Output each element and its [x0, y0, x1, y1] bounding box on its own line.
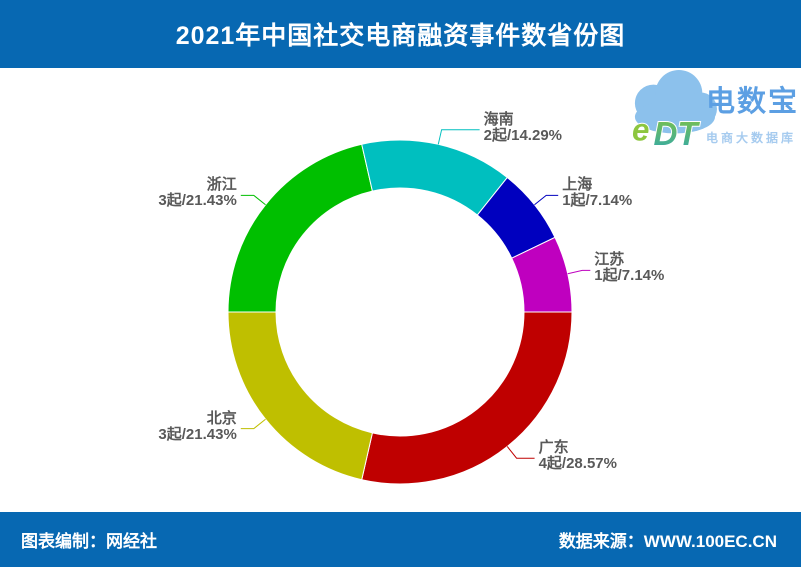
pie-label-value: 1起/7.14%: [562, 192, 633, 210]
pie-segment-jiangsu: [511, 236, 573, 313]
cloud-shape: [634, 69, 717, 134]
pie-label-zhejiang: 浙江 3起/21.43%: [87, 176, 237, 210]
logo-subtitle: 电商大数据库: [706, 131, 797, 145]
pie-label-guangdong: 广东 4起/28.57%: [539, 440, 617, 472]
pie-label-value: 3起/21.43%: [158, 192, 237, 210]
cloud-icon: e DT: [631, 69, 717, 152]
pie-label-value: 4起/28.57%: [538, 455, 617, 473]
label-leader-guangdong: [506, 446, 535, 459]
pie-label-name: 北京: [206, 409, 237, 427]
label-leader-hainan: [437, 129, 480, 145]
logo-initial-e: e: [632, 112, 649, 147]
pie-label-jiangsu: 江苏 1起/7.14%: [594, 252, 664, 284]
title-bar: 2021年中国社交电商融资事件数省份图: [0, 0, 801, 68]
pie-label-value: 3起/21.43%: [158, 425, 237, 443]
pie-label-name: 浙江: [206, 176, 237, 194]
label-leader-zhejiang: [240, 194, 266, 206]
footer-bar: 图表编制：网经社 数据来源：WWW.100EC.CN: [0, 512, 801, 567]
logo-name: 电数宝: [706, 86, 800, 118]
logo-text: 电数宝 电商大数据库: [706, 78, 799, 146]
label-leader-shanghai: [534, 194, 559, 206]
pie-label-name: 广东: [538, 439, 569, 457]
pie-segment-hainan: [361, 139, 508, 216]
pie-label-name: 江苏: [594, 251, 625, 269]
pie-segment-beijing: [227, 311, 374, 481]
footer-source: 数据来源：WWW.100EC.CN: [558, 532, 777, 551]
pie-segment-guangdong: [361, 311, 573, 485]
label-leader-jiangsu: [567, 269, 591, 275]
logo-initial-dt: DT: [653, 116, 700, 152]
pie-label-name: 海南: [483, 110, 514, 128]
chart-title: 2021年中国社交电商融资事件数省份图: [175, 22, 626, 50]
pie-segment-zhejiang: [227, 143, 374, 313]
label-leader-beijing: [240, 418, 266, 430]
pie-label-value: 1起/7.14%: [594, 267, 665, 285]
pie-label-hainan: 海南 2起/14.29%: [483, 110, 562, 144]
pie-label-value: 2起/14.29%: [483, 126, 562, 144]
pie-label-beijing: 北京 3起/21.43%: [87, 409, 237, 443]
pie-label-name: 上海: [562, 176, 593, 194]
pie-label-shanghai: 上海 1起/7.14%: [562, 177, 632, 209]
footer-credit: 图表编制：网经社: [21, 532, 157, 551]
edt-logo: e DT 电数宝 电商大数据库: [624, 66, 801, 154]
